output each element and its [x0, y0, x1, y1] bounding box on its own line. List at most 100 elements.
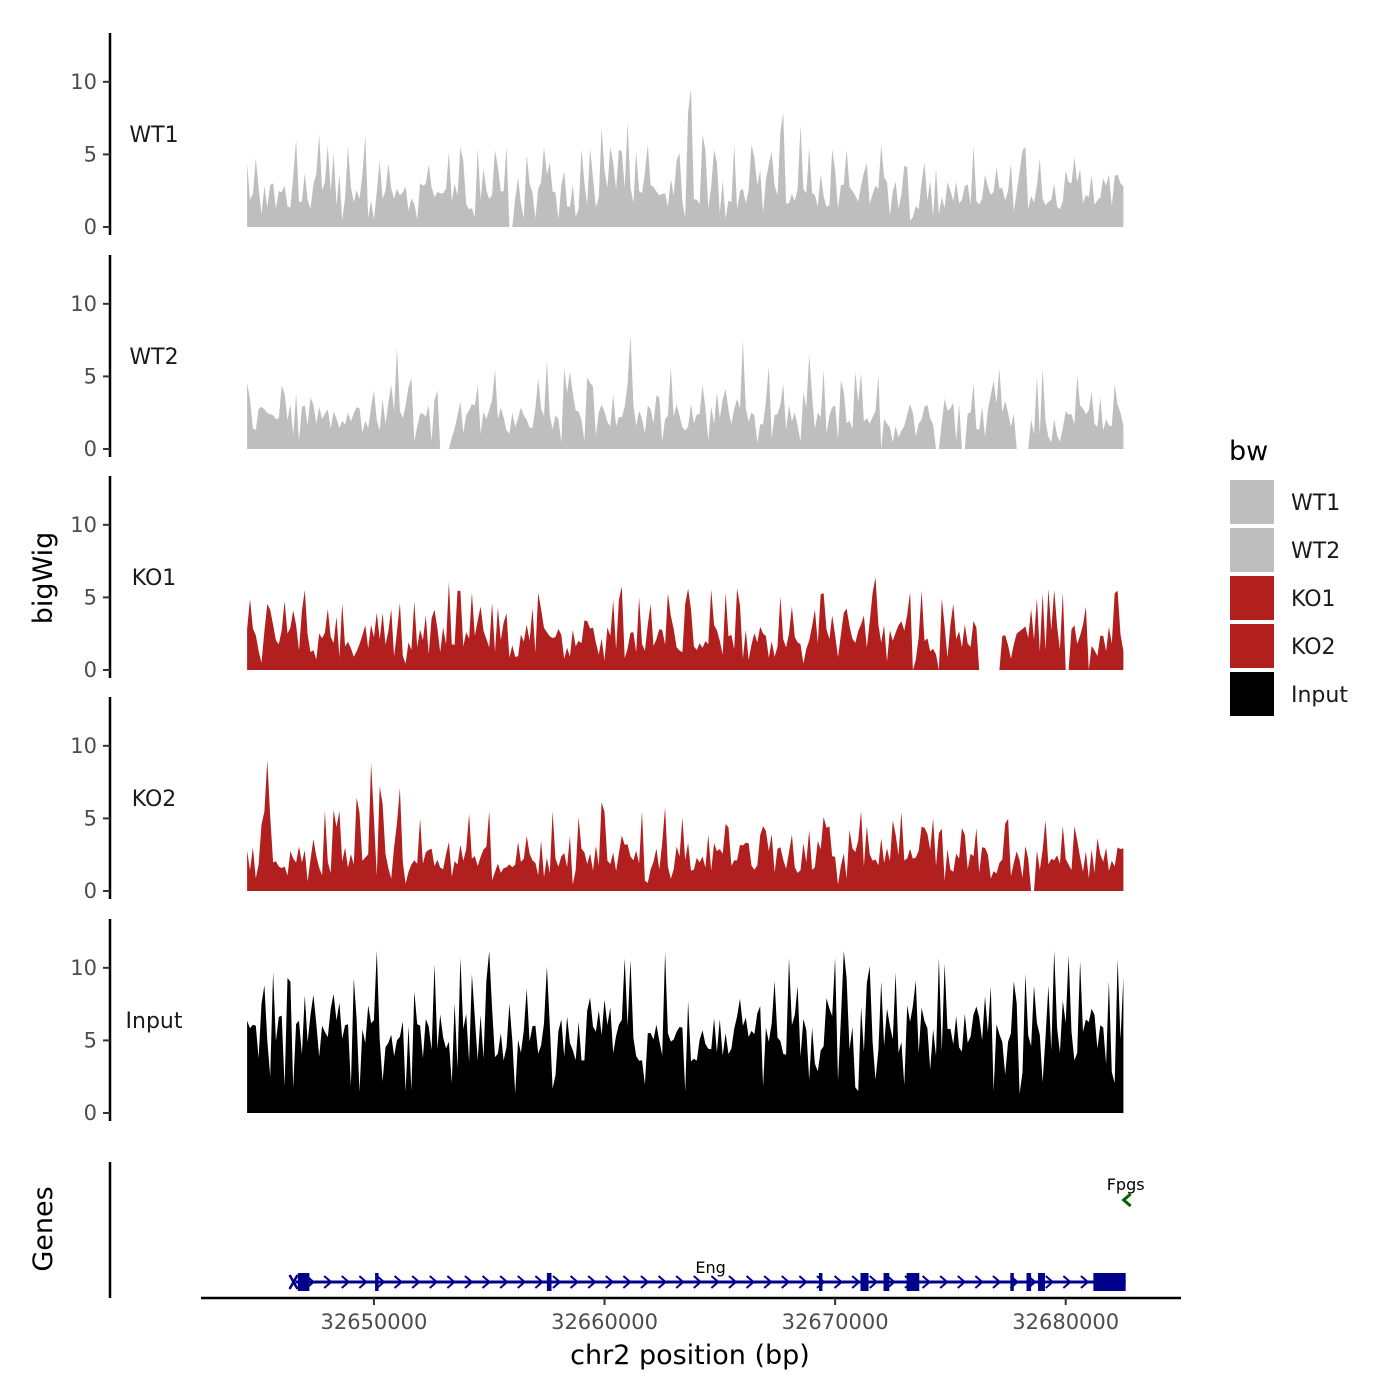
y-axis-title: bigWig	[28, 532, 59, 625]
strand-arrow	[939, 1275, 949, 1289]
gene-start-mark	[288, 1274, 299, 1290]
strand-arrow	[569, 1275, 580, 1289]
strand-arrow	[499, 1275, 509, 1289]
strand-arrow	[869, 1275, 879, 1289]
legend-swatch-ko1	[1230, 576, 1274, 620]
strand-arrow	[464, 1275, 474, 1289]
strand-arrow	[429, 1275, 439, 1289]
gene-eng: Eng	[288, 1258, 1126, 1291]
exon	[375, 1273, 379, 1291]
gene-fpgs: Fpgs	[1107, 1175, 1145, 1208]
strand-arrow	[745, 1275, 756, 1289]
y-tick-label: 0	[84, 437, 97, 461]
track-label-ko1: KO1	[132, 566, 177, 591]
area-wt1	[247, 88, 1124, 227]
strand-arrow	[957, 1275, 967, 1289]
strand-arrow	[481, 1275, 492, 1289]
legend-swatch-input	[1230, 672, 1274, 716]
track-ko2: 0 5 10 KO2	[70, 697, 1124, 903]
strand-arrow	[710, 1275, 720, 1289]
strand-arrow	[781, 1275, 791, 1289]
strand-arrow	[992, 1275, 1002, 1289]
strand-arrow	[921, 1275, 932, 1289]
x-tick-label: 32660000	[551, 1310, 658, 1334]
strand-arrow-left	[1121, 1192, 1132, 1208]
exon	[883, 1273, 890, 1291]
legend-label-wt1: WT1	[1291, 491, 1340, 516]
area-input	[247, 950, 1124, 1113]
x-axis: 32650000 32660000 32670000 32680000	[201, 1296, 1181, 1334]
y-tick-label: 5	[84, 1028, 97, 1052]
strand-arrow	[341, 1275, 351, 1289]
exon	[906, 1273, 920, 1291]
strand-arrow	[1080, 1275, 1090, 1289]
exon	[818, 1273, 823, 1291]
y-tick-label: 10	[70, 292, 97, 316]
strand-arrow	[974, 1275, 984, 1289]
y-tick-label: 0	[84, 879, 97, 903]
strand-arrow	[763, 1275, 773, 1289]
track-ko1: 0 5 10 KO1	[70, 476, 1124, 682]
exon	[1038, 1273, 1045, 1291]
track-label-input: Input	[126, 1009, 183, 1034]
area-ko1	[247, 577, 1124, 670]
exon	[297, 1273, 310, 1291]
track-label-ko2: KO2	[132, 787, 177, 812]
legend-label-ko2: KO2	[1291, 635, 1336, 660]
y-tick-label: 5	[84, 806, 97, 830]
strand-arrow	[886, 1275, 896, 1289]
exon	[860, 1273, 869, 1291]
y-tick-label: 10	[70, 734, 97, 758]
legend-label-input: Input	[1291, 683, 1348, 708]
y-tick-label: 5	[84, 364, 97, 388]
strand-arrow	[693, 1275, 703, 1289]
legend-swatch-wt1	[1230, 480, 1274, 524]
y-tick-label: 0	[84, 1101, 97, 1125]
legend-swatch-wt2	[1230, 528, 1274, 572]
strand-arrow	[728, 1275, 738, 1289]
genes-track: Eng Fpgs	[108, 1162, 1145, 1298]
exon	[1026, 1273, 1032, 1291]
area-ko2	[247, 760, 1124, 891]
strand-arrow	[1062, 1275, 1072, 1289]
strand-arrow	[376, 1275, 386, 1289]
y-tick-label: 0	[84, 215, 97, 239]
y-tick-label: 0	[84, 658, 97, 682]
strand-arrow	[517, 1275, 527, 1289]
track-label-wt1: WT1	[129, 123, 178, 148]
x-tick-label: 32650000	[320, 1310, 427, 1334]
strand-arrow	[534, 1275, 544, 1289]
genes-axis-title: Genes	[28, 1186, 59, 1271]
strand-arrow	[798, 1275, 808, 1289]
strand-arrow	[851, 1275, 861, 1289]
y-tick-label: 5	[84, 142, 97, 166]
strand-arrow	[675, 1275, 685, 1289]
y-tick-label: 10	[70, 70, 97, 94]
y-tick-label: 10	[70, 513, 97, 537]
gene-label-eng: Eng	[695, 1258, 725, 1277]
legend-title: bw	[1229, 436, 1268, 467]
strand-arrow	[393, 1275, 404, 1289]
y-tick-label: 5	[84, 585, 97, 609]
exon	[1010, 1273, 1014, 1291]
x-axis-title: chr2 position (bp)	[570, 1340, 810, 1371]
track-label-wt2: WT2	[129, 345, 178, 370]
x-tick-label: 32680000	[1012, 1310, 1119, 1334]
track-wt1: 0 5 10 WT1	[70, 33, 1124, 239]
y-tick-label: 10	[70, 956, 97, 980]
track-wt2: 0 5 10 WT2	[70, 255, 1124, 461]
area-wt2	[247, 334, 1124, 449]
strand-arrow	[587, 1275, 597, 1289]
legend-label-ko1: KO1	[1291, 587, 1336, 612]
strand-arrow	[323, 1275, 333, 1289]
strand-arrow	[640, 1275, 650, 1289]
exon	[546, 1273, 552, 1291]
gene-label-fpgs: Fpgs	[1107, 1175, 1145, 1194]
legend-swatch-ko2	[1230, 624, 1274, 668]
legend-label-wt2: WT2	[1291, 539, 1340, 564]
coverage-tracks: 0 5 10 WT1 0 5 10 WT2 0 5 10 KO1 0 5 10 KO2 0 5 10 Input	[70, 33, 1124, 1125]
strand-arrow	[552, 1275, 562, 1289]
x-tick-label: 32670000	[782, 1310, 889, 1334]
strand-arrow	[833, 1275, 844, 1289]
